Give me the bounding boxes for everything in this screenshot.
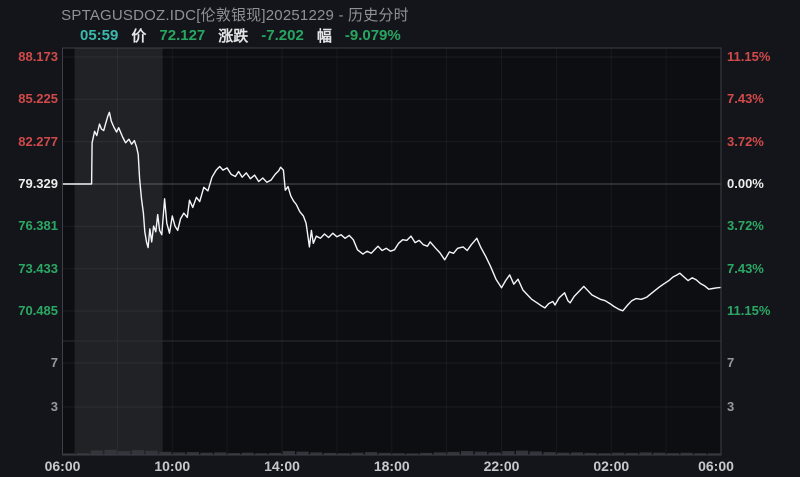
- volume-bar: [269, 452, 282, 455]
- right-volume-tick-label: 7: [727, 355, 735, 370]
- left-volume-tick-label: 7: [50, 355, 58, 370]
- time-axis-label: 06:00: [44, 458, 81, 474]
- volume-bar: [63, 453, 76, 455]
- volume-bar: [310, 452, 323, 455]
- time-axis-label: 06:00: [698, 458, 734, 474]
- volume-bar: [447, 451, 460, 455]
- volume-bar: [90, 450, 103, 455]
- volume-bar: [392, 453, 405, 455]
- volume-bar: [433, 452, 446, 455]
- left-axis-price-label: 73.433: [18, 260, 58, 276]
- volume-bar: [365, 452, 378, 455]
- volume-bar: [337, 453, 350, 455]
- volume-bar: [378, 452, 391, 455]
- change-value: -7.202: [261, 27, 304, 44]
- left-axis-price-label: 85.225: [18, 91, 58, 107]
- price-line: [61, 111, 722, 312]
- left-axis-price-label: 82.277: [18, 133, 58, 149]
- left-volume-tick-label: 3: [50, 399, 58, 414]
- volume-bar: [131, 450, 145, 455]
- right-axis-percent-label: 7.43%: [727, 91, 764, 107]
- right-axis-percent-label: 0.00%: [727, 176, 764, 191]
- right-axis-percent-label: 3.72%: [727, 133, 764, 149]
- time-axis-label: 02:00: [593, 458, 630, 474]
- volume-bar: [543, 452, 556, 455]
- volume-bar: [515, 450, 529, 455]
- volume-bar: [172, 452, 186, 455]
- percent-value: -9.079%: [344, 27, 401, 44]
- time-axis-label: 18:00: [373, 458, 410, 474]
- volume-bar: [118, 451, 131, 455]
- volume-bar: [502, 451, 515, 455]
- volume-bar: [186, 452, 199, 455]
- left-axis-price-label: 88.173: [18, 49, 58, 64]
- volume-bar: [612, 452, 625, 455]
- volume-bar: [159, 451, 172, 456]
- right-axis-percent-label: 7.43%: [727, 260, 764, 276]
- volume-bar: [282, 451, 295, 455]
- right-volume-tick-label: 3: [727, 399, 735, 414]
- volume-bar: [227, 453, 241, 455]
- volume-bar: [680, 452, 693, 455]
- volume-bar: [598, 453, 611, 455]
- right-axis-percent-label: 3.72%: [727, 218, 764, 234]
- left-axis-price-label: 79.329: [18, 176, 58, 191]
- quote-time: 05:59: [80, 27, 119, 44]
- volume-bar: [639, 452, 652, 455]
- volume-bar: [666, 453, 680, 455]
- change-label: 涨跌: [218, 28, 249, 45]
- volume-bar: [708, 453, 721, 455]
- volume-bar: [296, 451, 309, 455]
- highlight-band: [74, 48, 163, 455]
- price-label: 价: [131, 28, 147, 45]
- volume-bar: [323, 452, 337, 455]
- left-axis-price-label: 70.485: [18, 303, 58, 318]
- last-price-value: 72.127: [159, 27, 206, 44]
- volume-bar: [200, 452, 213, 455]
- time-axis-label: 10:00: [154, 458, 191, 474]
- quote-bar: 05:59 价 72.127 涨跌 -7.202 幅 -9.079%: [80, 25, 401, 46]
- volume-bar: [625, 452, 638, 455]
- volume-bar: [214, 452, 227, 455]
- volume-bar: [145, 450, 158, 455]
- plot-border: [62, 47, 722, 456]
- chart-title: SPTAGUSDOZ.IDC[伦敦银现]20251229 - 历史分时: [61, 7, 409, 24]
- right-axis-percent-label: 11.15%: [727, 303, 771, 318]
- time-axis-label: 14:00: [264, 458, 300, 474]
- volume-bar: [241, 452, 254, 455]
- volume-bar: [557, 452, 570, 455]
- volume-bar: [694, 453, 707, 455]
- volume-bar: [104, 449, 117, 455]
- volume-bar: [461, 451, 474, 455]
- time-axis-label: 22:00: [483, 458, 520, 474]
- percent-label: 幅: [316, 28, 332, 45]
- volume-bar: [419, 452, 433, 455]
- volume-bar: [570, 452, 584, 455]
- right-axis-percent-label: 11.15%: [727, 49, 771, 64]
- volume-bar: [653, 452, 666, 455]
- plot-background: [62, 48, 721, 455]
- volume-bar: [351, 452, 364, 455]
- left-axis-price-label: 76.381: [18, 218, 58, 234]
- volume-bar: [76, 453, 90, 455]
- volume-bar: [406, 453, 419, 455]
- volume-bar: [474, 451, 488, 455]
- volume-bar: [529, 451, 542, 455]
- volume-bar: [488, 452, 501, 455]
- volume-bar: [584, 452, 597, 455]
- volume-bar: [255, 453, 268, 455]
